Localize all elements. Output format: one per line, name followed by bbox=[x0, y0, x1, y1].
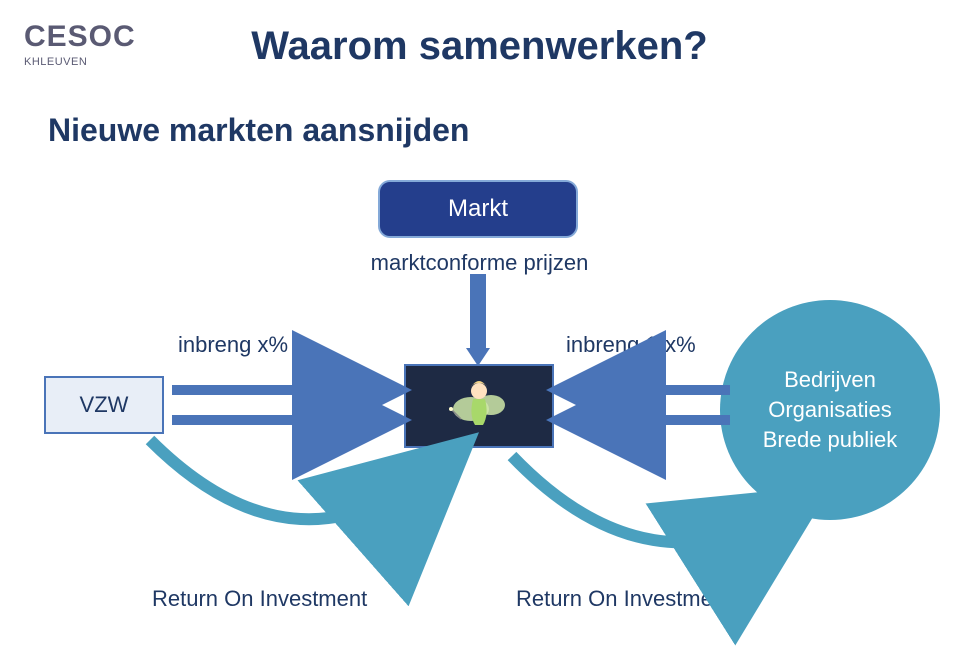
roi-left-label: Return On Investment bbox=[152, 586, 367, 612]
subtitle: Nieuwe markten aansnijden bbox=[48, 112, 469, 149]
page-title: Waarom samenwerken? bbox=[0, 24, 959, 69]
circle-line1: Bedrijven bbox=[763, 365, 898, 395]
center-box bbox=[404, 364, 554, 448]
inbreng-right-label: inbreng 1-x% bbox=[566, 332, 696, 358]
stakeholders-circle: Bedrijven Organisaties Brede publiek bbox=[720, 300, 940, 520]
markt-caption: marktconforme prijzen bbox=[0, 250, 959, 276]
circle-line3: Brede publiek bbox=[763, 425, 898, 455]
roi-right-label: Return On Investment bbox=[516, 586, 731, 612]
circle-line2: Organisaties bbox=[763, 395, 898, 425]
inbreng-left-label: inbreng x% bbox=[178, 332, 288, 358]
vzw-box: VZW bbox=[44, 376, 164, 434]
fairy-icon bbox=[447, 369, 511, 443]
markt-box: Markt bbox=[378, 180, 578, 238]
